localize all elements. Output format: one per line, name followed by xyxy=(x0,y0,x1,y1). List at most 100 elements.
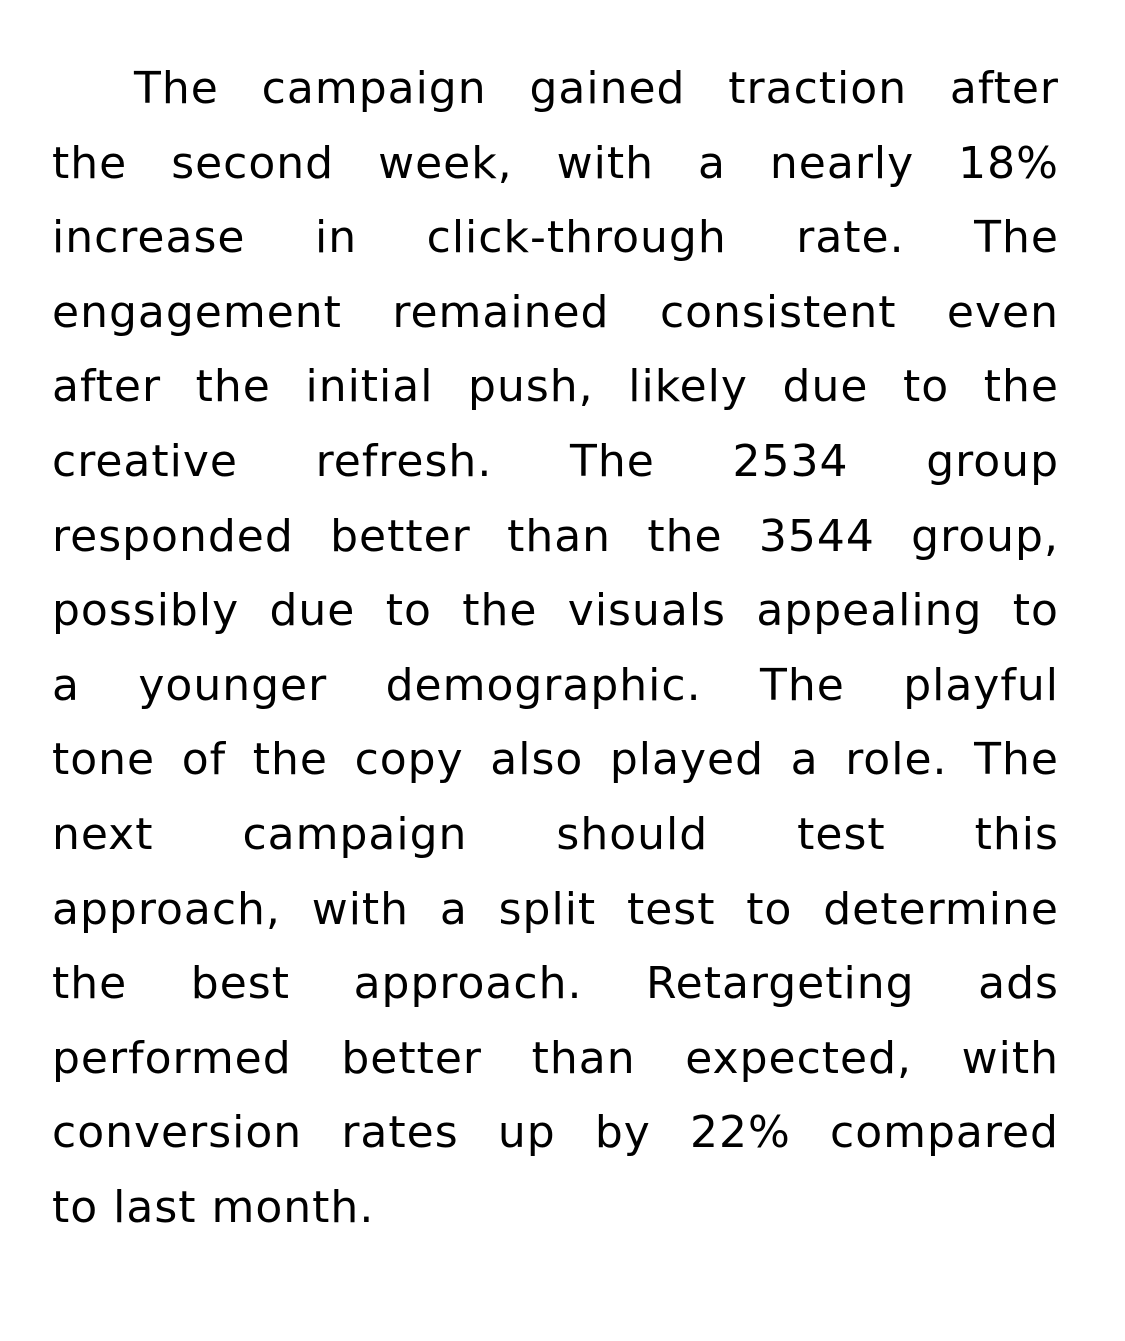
word: increase xyxy=(52,212,246,264)
word: test xyxy=(797,808,886,860)
word: The xyxy=(570,435,655,487)
word: the xyxy=(52,958,128,1010)
word: after xyxy=(949,63,1059,114)
word: test xyxy=(626,883,716,935)
word: possibly xyxy=(52,585,240,637)
paragraph-line: engagement remained consistent even xyxy=(52,276,1059,351)
word: The xyxy=(759,659,845,711)
word: younger xyxy=(138,659,328,711)
word: determine xyxy=(823,883,1059,935)
word: than xyxy=(531,1032,636,1084)
word: week, xyxy=(378,137,513,189)
paragraph-lines: The campaign gained traction after the second w… xyxy=(52,52,1059,1171)
word: compared xyxy=(830,1107,1059,1159)
word: second xyxy=(171,137,335,189)
word: appealing xyxy=(756,585,983,637)
word: by xyxy=(594,1107,651,1159)
paragraph-line: approach, with a split test to determine xyxy=(52,873,1059,948)
word: the xyxy=(52,137,128,189)
paragraph-line: the best approach. Retargeting ads xyxy=(52,947,1059,1022)
word: copy xyxy=(354,734,464,786)
paragraph-line: the second week, with a nearly 18% xyxy=(52,127,1059,202)
word: group xyxy=(926,435,1059,487)
word: push, xyxy=(468,361,594,413)
word: due xyxy=(782,361,869,413)
paragraph-line: performed better than expected, with xyxy=(52,1022,1059,1097)
word: to xyxy=(903,361,950,413)
word: campaign xyxy=(261,63,487,114)
word: better xyxy=(341,1032,482,1084)
word: role. xyxy=(845,734,948,786)
word: with xyxy=(311,883,410,935)
word: gained xyxy=(529,63,686,114)
word: click-through xyxy=(426,212,727,264)
word: expected, xyxy=(685,1032,912,1084)
paragraph-line: possibly due to the visuals appealing to xyxy=(52,574,1059,649)
word: than xyxy=(507,510,612,562)
word: rates xyxy=(341,1107,459,1159)
word: traction xyxy=(728,63,908,114)
word: this xyxy=(974,808,1059,860)
paragraph-line: tone of the copy also played a role. The xyxy=(52,723,1059,798)
word: the xyxy=(983,361,1059,413)
word: split xyxy=(498,883,597,935)
word: tone xyxy=(52,734,156,786)
word: of xyxy=(181,734,227,786)
word: next xyxy=(52,808,154,860)
word: playful xyxy=(903,659,1059,711)
paragraph-line: The campaign gained traction after xyxy=(52,52,1059,127)
word: creative xyxy=(52,435,238,487)
word: best xyxy=(190,958,290,1010)
paragraph-line: after the initial push, likely due to the xyxy=(52,350,1059,425)
paragraph-line: conversion rates up by 22% compared xyxy=(52,1096,1059,1171)
paragraph-line: next campaign should test this xyxy=(52,798,1059,873)
word: the xyxy=(252,734,328,786)
word: a xyxy=(52,659,80,711)
word: should xyxy=(556,808,709,860)
word: to xyxy=(746,883,793,935)
word: the xyxy=(462,585,538,637)
word: rate. xyxy=(796,212,905,264)
word: Retargeting xyxy=(646,958,915,1010)
word: played xyxy=(609,734,765,786)
word: demographic. xyxy=(385,659,702,711)
word: due xyxy=(269,585,356,637)
word: up xyxy=(497,1107,556,1159)
word: to xyxy=(1012,585,1059,637)
word: with xyxy=(961,1032,1059,1084)
word: 3544 xyxy=(758,510,875,562)
word: The xyxy=(134,63,219,114)
word: with xyxy=(556,137,654,189)
paragraph-line: responded better than the 3544 group, xyxy=(52,500,1059,575)
word: 22% xyxy=(690,1107,791,1159)
word: refresh. xyxy=(315,435,493,487)
word: after xyxy=(52,361,162,413)
word: a xyxy=(790,734,819,786)
word: the xyxy=(195,361,271,413)
word: in xyxy=(314,212,358,264)
paragraph-line: creative refresh. The 2534 group xyxy=(52,425,1059,500)
word: visuals xyxy=(567,585,726,637)
word: performed xyxy=(52,1032,292,1084)
word: The xyxy=(974,212,1059,264)
document-paragraph: The campaign gained traction after the second w… xyxy=(52,52,1059,1246)
word: ads xyxy=(978,958,1059,1010)
word: 18% xyxy=(958,137,1059,189)
paragraph-last-line: to last month. xyxy=(52,1181,375,1233)
word: remained xyxy=(392,286,610,338)
word: engagement xyxy=(52,286,342,338)
word: to xyxy=(385,585,432,637)
word: a xyxy=(697,137,726,189)
word: consistent xyxy=(659,286,897,338)
word: approach, xyxy=(52,883,281,935)
paragraph-line: a younger demographic. The playful xyxy=(52,649,1059,724)
word: a xyxy=(439,883,468,935)
word: The xyxy=(974,734,1059,786)
word: the xyxy=(647,510,723,562)
word: nearly xyxy=(769,137,915,189)
word: responded xyxy=(52,510,294,562)
word: likely xyxy=(628,361,748,413)
word: group, xyxy=(911,510,1059,562)
word: 2534 xyxy=(732,435,849,487)
word: better xyxy=(330,510,471,562)
